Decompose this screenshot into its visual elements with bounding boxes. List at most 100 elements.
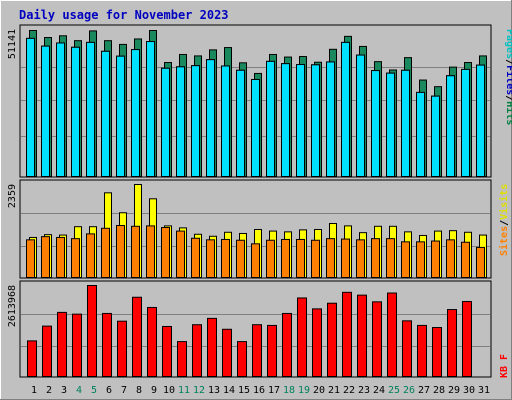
bar-kbytes — [117, 320, 127, 377]
bar-sites — [71, 238, 80, 278]
legend-separator: / — [504, 95, 512, 101]
x-tick-label: 20 — [313, 385, 325, 396]
bar-kbytes — [342, 291, 352, 378]
bar-sites — [161, 226, 170, 278]
bar-pages — [401, 69, 410, 177]
bar-pages — [206, 59, 215, 177]
legend-files: Files — [504, 65, 512, 95]
legend-sites: Sites — [498, 226, 510, 256]
x-tick-label: 23 — [358, 385, 370, 396]
bar-kbytes — [432, 327, 442, 377]
bar-pages — [71, 46, 80, 178]
bar-pages — [371, 70, 380, 177]
x-tick-label: 15 — [238, 385, 250, 396]
x-tick-label: 16 — [253, 385, 265, 396]
bar-pages — [116, 55, 125, 177]
x-tick-label: 26 — [403, 385, 415, 396]
x-tick-label: 27 — [418, 385, 430, 396]
legend-hits: Hits — [504, 101, 512, 125]
bar-pages — [26, 37, 35, 177]
x-tick-label: 17 — [268, 385, 280, 396]
bar-sites — [386, 238, 395, 278]
bar-sites — [446, 239, 455, 278]
bar-sites — [341, 238, 350, 279]
x-tick-label: 14 — [223, 385, 235, 396]
bar-sites — [101, 227, 110, 278]
bar-pages — [56, 42, 65, 177]
bar-kbytes — [462, 300, 472, 378]
bar-pages — [446, 75, 455, 177]
bar-pages — [221, 65, 230, 177]
legend-separator: / — [504, 59, 512, 65]
bar-kbytes — [417, 324, 427, 378]
bar-kbytes — [102, 312, 112, 377]
bar-pages — [161, 67, 170, 177]
panel-hits-files-pages-bars — [21, 30, 490, 178]
x-tick-label: 19 — [298, 385, 310, 396]
bar-kbytes — [312, 308, 322, 378]
x-tick-label: 4 — [76, 385, 82, 396]
bar-kbytes — [237, 341, 247, 377]
bar-pages — [131, 49, 140, 178]
x-tick-label: 2 — [46, 385, 52, 396]
x-tick-label: 12 — [193, 385, 205, 396]
x-axis-labels: 1 2 3 4 5 6 7 8 9 10 11 12 13 14 15 16 17 18 19 20 21 22 23 24 2… — [31, 385, 490, 396]
bar-sites — [251, 243, 260, 278]
bar-sites — [461, 241, 470, 279]
bar-sites — [266, 239, 275, 279]
x-tick-label: 8 — [136, 385, 142, 396]
bar-sites — [236, 239, 245, 279]
bar-kbytes — [42, 325, 52, 378]
bar-kbytes — [402, 320, 412, 378]
bar-pages — [341, 41, 350, 178]
bar-kbytes — [267, 324, 277, 378]
bar-pages — [416, 91, 425, 177]
legend-visits: Visits — [498, 184, 510, 220]
panel-kbytes-bars — [21, 285, 490, 378]
bar-sites — [86, 233, 95, 279]
bar-kbytes — [177, 341, 187, 377]
bar-pages — [86, 41, 95, 178]
panel-visits-sites-legend: Sites/Visits — [498, 184, 510, 256]
bar-sites — [191, 237, 200, 279]
bar-pages — [356, 54, 365, 177]
bar-sites — [41, 236, 50, 278]
panel-hits-files-pages-legend: Pages/Files/Hits — [504, 29, 512, 125]
panel-visits-sites: 2359 Sites/Visits — [7, 179, 510, 279]
bar-kbytes — [357, 294, 367, 378]
x-tick-label: 6 — [106, 385, 112, 396]
bar-kbytes — [72, 313, 82, 378]
bar-pages — [236, 69, 245, 177]
bar-pages — [251, 78, 260, 177]
panel-visits-sites-bars — [21, 184, 490, 279]
x-tick-label: 11 — [178, 385, 190, 396]
x-tick-label: 10 — [163, 385, 175, 396]
bar-pages — [476, 64, 485, 177]
x-tick-label: 21 — [328, 385, 340, 396]
bar-kbytes — [87, 285, 97, 377]
x-tick-label: 28 — [433, 385, 445, 396]
x-tick-label: 9 — [151, 385, 157, 396]
bar-sites — [176, 230, 185, 278]
panel-kbytes-ymax: 2613968 — [7, 285, 18, 327]
x-tick-label: 5 — [91, 385, 97, 396]
bar-pages — [41, 45, 50, 177]
x-tick-label: 22 — [343, 385, 355, 396]
bar-pages — [326, 61, 335, 177]
bar-sites — [326, 238, 335, 278]
bar-kbytes — [27, 340, 37, 377]
legend-separator: / — [499, 220, 510, 226]
bar-pages — [311, 64, 320, 177]
x-tick-label: 18 — [283, 385, 295, 396]
bar-sites — [476, 246, 485, 279]
bar-pages — [101, 50, 110, 177]
x-tick-label: 3 — [61, 385, 67, 396]
panel-kbytes: 2613968 KB F — [7, 280, 510, 378]
bar-pages — [431, 95, 440, 177]
bar-kbytes — [57, 311, 67, 378]
bar-kbytes — [222, 328, 232, 377]
chart-title: Daily usage for November 2023 — [19, 8, 229, 22]
bar-sites — [281, 238, 290, 278]
bar-pages — [266, 60, 275, 178]
